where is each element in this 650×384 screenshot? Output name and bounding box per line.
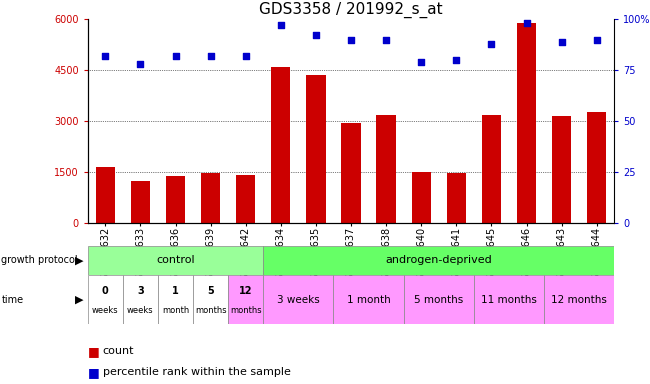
Point (276, 22, 286, 28)
Bar (376, 115, 396, 223)
Bar (544, 275, 614, 324)
Text: 3: 3 (137, 286, 144, 296)
Bar (474, 275, 544, 324)
Bar (131, 181, 150, 223)
Text: weeks: weeks (92, 306, 118, 315)
Text: growth protocol: growth protocol (1, 255, 78, 265)
Point (592, 36, 602, 43)
Bar (411, 172, 431, 223)
Text: ▶: ▶ (75, 295, 84, 305)
Point (486, 41, 497, 47)
Point (311, 32, 321, 38)
Bar (158, 275, 193, 324)
Bar (263, 246, 614, 275)
Point (135, 61, 146, 67)
Bar (447, 172, 466, 223)
Text: ■: ■ (88, 345, 99, 358)
Point (451, 57, 462, 63)
Text: months: months (230, 306, 261, 315)
Text: month: month (162, 306, 189, 315)
Text: percentile rank within the sample: percentile rank within the sample (103, 367, 291, 377)
Text: 12: 12 (239, 286, 252, 296)
Text: 5: 5 (207, 286, 214, 296)
Text: months: months (195, 306, 226, 315)
Bar (587, 113, 606, 223)
Text: 12 months: 12 months (551, 295, 607, 305)
Point (381, 36, 391, 43)
Bar (482, 115, 501, 223)
Point (100, 53, 110, 59)
Bar (404, 275, 474, 324)
Bar (123, 275, 158, 324)
Text: 3 weeks: 3 weeks (277, 295, 320, 305)
Text: androgen-deprived: androgen-deprived (385, 255, 492, 265)
Bar (341, 122, 361, 223)
Point (240, 53, 251, 59)
Bar (228, 275, 263, 324)
Text: 0: 0 (102, 286, 109, 296)
Bar (166, 176, 185, 223)
Point (170, 53, 181, 59)
Bar (96, 167, 115, 223)
Text: 11 months: 11 months (481, 295, 537, 305)
Text: weeks: weeks (127, 306, 153, 315)
Bar (88, 275, 123, 324)
Bar (193, 275, 228, 324)
Point (521, 20, 532, 26)
Text: 5 months: 5 months (414, 295, 463, 305)
Text: 1 month: 1 month (346, 295, 391, 305)
Text: control: control (156, 255, 195, 265)
Point (205, 53, 216, 59)
Bar (236, 175, 255, 223)
Title: GDS3358 / 201992_s_at: GDS3358 / 201992_s_at (259, 2, 443, 18)
Bar (333, 275, 404, 324)
Bar (552, 116, 571, 223)
Bar (88, 246, 263, 275)
Text: ▶: ▶ (75, 255, 84, 265)
Bar (201, 172, 220, 223)
Point (416, 59, 426, 65)
Text: time: time (1, 295, 23, 305)
Text: 1: 1 (172, 286, 179, 296)
Text: count: count (103, 346, 134, 356)
Point (556, 38, 567, 45)
Bar (517, 23, 536, 223)
Bar (271, 67, 291, 223)
Text: ■: ■ (88, 366, 99, 379)
Point (346, 36, 356, 43)
Bar (263, 275, 333, 324)
Bar (306, 75, 326, 223)
